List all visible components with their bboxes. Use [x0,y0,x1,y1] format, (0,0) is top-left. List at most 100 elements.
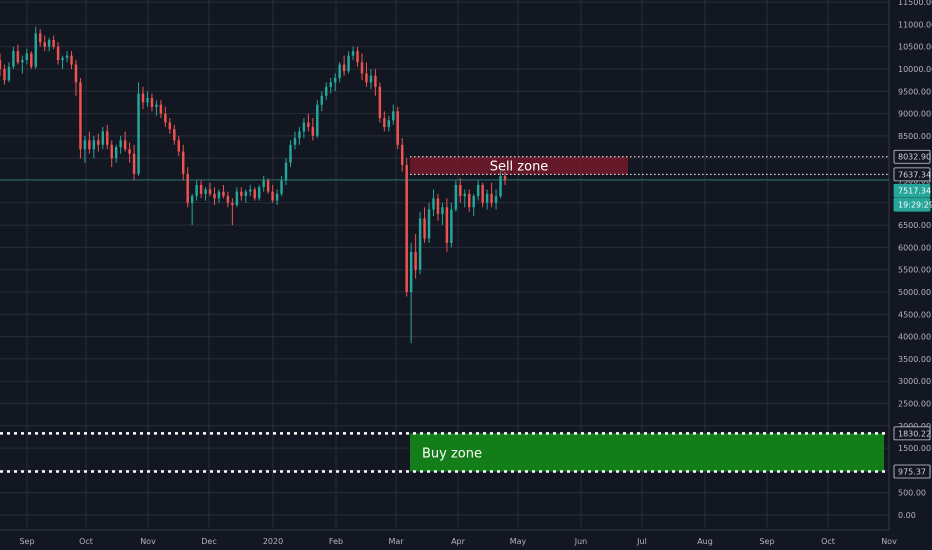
buy-zone[interactable] [410,433,884,472]
price-label-text: 7637.34 [898,170,931,179]
candle-body [329,82,332,87]
candle-body [52,40,55,47]
candle-body [132,153,136,174]
x-tick-label: Jun [574,537,588,546]
candle-body [333,77,337,83]
candle-body [195,184,198,197]
candle-body [445,207,449,243]
candle-body [159,104,163,114]
candle-body [240,191,243,197]
candle-body [454,184,458,210]
price-label-text: 8032.90 [898,153,931,162]
candle-body [235,191,239,206]
candle-body [378,86,382,119]
candle-body [342,64,346,72]
y-tick-label: 6000.00 [898,243,931,252]
x-tick-label: Oct [821,537,835,546]
candle-body [56,46,60,61]
candle-body [213,193,216,199]
candle-body [266,180,270,192]
price-label-box [893,149,931,164]
candle-body [316,104,319,136]
x-tick-label: Apr [451,537,466,546]
price-label-text: 975.37 [898,467,926,476]
x-tick-label: Mar [388,537,404,546]
candle-body [351,51,355,56]
candle-body [249,189,252,192]
candle-body [34,33,37,67]
y-tick-label: 500.00 [898,489,926,498]
candle-body [459,184,462,197]
candle-body [396,111,399,145]
x-tick-label: Feb [329,537,343,546]
candles [0,26,507,344]
candle-body [360,62,364,74]
candle-body [186,173,189,203]
candle-body [150,97,154,107]
candle-body [463,193,467,197]
y-tick-label: 4500.00 [898,310,931,319]
candle-body [128,149,131,154]
candle-body [217,191,221,199]
candle-body [173,129,176,141]
price-axis[interactable]: 0.00500.001000.001500.002000.002500.0030… [893,0,932,520]
y-tick-label: 10500.00 [898,43,932,52]
candle-body [387,120,391,127]
sell-zone[interactable] [410,156,628,175]
price-label-box [893,183,931,198]
x-tick-label: Dec [201,537,216,546]
x-tick-label: Aug [697,537,713,546]
candle-body [38,33,42,43]
time-axis[interactable]: Sep Oct Nov Dec 2020 Feb Mar Apr May Jun Jul Aug Sep… [19,537,897,546]
candle-body [92,140,96,150]
candle-body [392,111,395,121]
candle-body [141,93,145,103]
sell-zone-label: Sell zone [490,160,549,175]
candle-body [137,93,140,174]
candle-body [97,140,100,145]
x-tick-label: Nov [140,537,156,546]
candle-body [155,104,158,107]
candle-body [409,251,413,292]
candle-body [47,40,51,47]
price-label-box [893,167,931,182]
price-label-text: 1830.22 [898,429,931,438]
candle-body [450,209,453,243]
candle-body [119,140,122,148]
candle-body [61,57,64,61]
candle-body [485,193,489,203]
candle-body [168,122,172,130]
candle-body [432,198,435,210]
candle-body [499,176,502,197]
candle-body [503,176,507,180]
candle-body [369,75,373,83]
price-label-text: 19:29:29 [898,201,932,210]
price-label-box [893,464,931,479]
candle-body [280,180,283,194]
candle-body [101,131,105,145]
zones: Sell zone Buy zone [410,156,884,472]
candle-body [25,53,29,61]
candle-body [374,75,377,87]
candle-body [146,97,149,103]
x-tick-label: 2020 [263,537,283,546]
candle-body [110,144,113,159]
candle-body [70,55,73,65]
x-tick-label: May [510,537,527,546]
y-tick-label: 11000.00 [898,20,932,29]
candle-body [244,191,248,197]
candle-body [208,189,212,194]
candle-body [74,64,78,83]
candle-body [427,209,431,239]
y-tick-label: 2500.00 [898,400,931,409]
y-tick-label: 6500.00 [898,221,931,230]
candle-body [347,55,350,72]
candle-body [164,113,167,123]
candle-body [293,138,297,145]
candle-body [307,122,310,127]
candle-body [226,196,230,203]
y-tick-label: 3500.00 [898,355,931,364]
candle-body [30,53,33,67]
candle-body [284,162,288,181]
